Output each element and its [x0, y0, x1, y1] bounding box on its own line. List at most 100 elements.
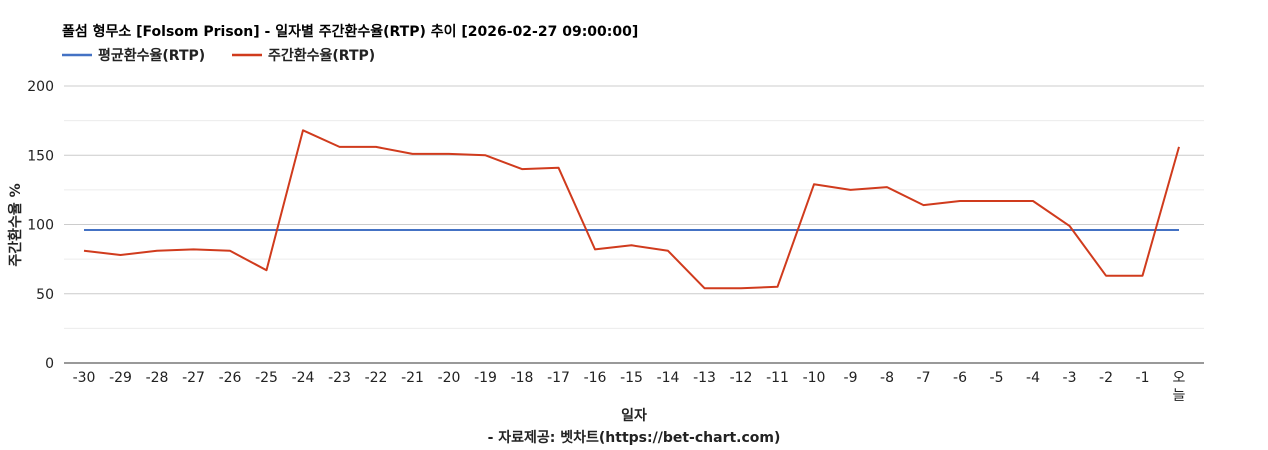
- data-point: [301, 128, 305, 132]
- data-point: [155, 249, 159, 253]
- y-tick-label: 100: [27, 218, 54, 234]
- chart-title: 폴섬 형무소 [Folsom Prison] - 일자별 주간환수율(RTP) …: [62, 23, 638, 40]
- x-tick-label: -12: [730, 370, 753, 386]
- x-axis-title: 일자: [621, 408, 647, 424]
- data-point: [520, 167, 524, 171]
- data-point: [849, 228, 853, 232]
- y-tick-label: 50: [36, 287, 54, 303]
- data-point: [192, 228, 196, 232]
- data-point: [1141, 228, 1145, 232]
- legend-label-average-rtp: 평균환수율(RTP): [98, 47, 205, 64]
- x-tick-label: -17: [547, 370, 570, 386]
- data-point: [995, 228, 999, 232]
- data-point: [374, 145, 378, 149]
- series-layer: [82, 128, 1181, 290]
- x-tick-label: -15: [620, 370, 643, 386]
- x-tick-label: -23: [328, 370, 351, 386]
- data-point: [1104, 228, 1108, 232]
- data-point: [593, 247, 597, 251]
- x-tick-label: -7: [917, 370, 931, 386]
- x-tick-label: -14: [657, 370, 680, 386]
- data-point: [922, 228, 926, 232]
- data-point: [338, 228, 342, 232]
- data-point: [119, 253, 123, 257]
- data-point: [812, 182, 816, 186]
- y-tick-label: 150: [27, 148, 54, 164]
- x-tick-label: -3: [1063, 370, 1077, 386]
- data-point: [374, 228, 378, 232]
- x-tick-label: -26: [219, 370, 242, 386]
- data-point: [922, 203, 926, 207]
- data-point: [411, 152, 415, 156]
- data-point: [520, 228, 524, 232]
- data-point: [776, 285, 780, 289]
- x-tick-label: -21: [401, 370, 424, 386]
- x-tick-label: -25: [255, 370, 278, 386]
- y-tick-label: 200: [27, 79, 54, 95]
- data-point: [630, 243, 634, 247]
- data-point: [1104, 274, 1108, 278]
- data-point: [958, 199, 962, 203]
- x-tick-label: -2: [1099, 370, 1113, 386]
- data-point: [155, 228, 159, 232]
- x-tick-label: -29: [109, 370, 132, 386]
- data-point: [593, 228, 597, 232]
- data-point: [228, 228, 232, 232]
- x-tick-label: -13: [693, 370, 716, 386]
- data-point: [557, 166, 561, 170]
- data-point: [82, 249, 86, 253]
- data-point: [1177, 228, 1181, 232]
- data-point: [739, 228, 743, 232]
- data-source-note: - 자료제공: 벳차트(https://bet-chart.com): [488, 429, 781, 446]
- data-point: [666, 249, 670, 253]
- y-tick-label: 0: [45, 356, 54, 372]
- x-tick-label: -18: [511, 370, 534, 386]
- x-tick-label: -10: [803, 370, 826, 386]
- x-tick-label: -20: [438, 370, 461, 386]
- data-point: [1141, 274, 1145, 278]
- x-tick-label: -28: [146, 370, 169, 386]
- data-point: [812, 228, 816, 232]
- data-point: [411, 228, 415, 232]
- data-point: [630, 228, 634, 232]
- data-point: [301, 228, 305, 232]
- data-point: [739, 286, 743, 290]
- x-tick-label: -30: [73, 370, 96, 386]
- x-tick-label: -1: [1136, 370, 1150, 386]
- data-point: [958, 228, 962, 232]
- x-tick-label: -4: [1026, 370, 1040, 386]
- data-point: [557, 228, 561, 232]
- series-line-weekly-rtp: [83, 129, 1180, 290]
- data-point: [192, 247, 196, 251]
- data-point: [1031, 199, 1035, 203]
- data-point: [265, 228, 269, 232]
- data-point: [484, 228, 488, 232]
- x-tick-label: -22: [365, 370, 388, 386]
- y-axis-ticks: 0 50 100 150 200: [27, 79, 54, 372]
- data-point: [447, 228, 451, 232]
- data-point: [885, 185, 889, 189]
- data-point: [119, 228, 123, 232]
- data-point: [776, 228, 780, 232]
- x-tick-label: -24: [292, 370, 315, 386]
- data-point: [1177, 145, 1181, 149]
- x-axis-ticks: -30 -29 -28 -27 -26 -25 -24 -23 -22 -21 -20 -19 -18-…: [73, 370, 1186, 404]
- grid: [64, 85, 1204, 364]
- data-point: [484, 153, 488, 157]
- data-point: [703, 228, 707, 232]
- x-tick-label: -27: [182, 370, 205, 386]
- data-point: [849, 188, 853, 192]
- data-point: [703, 286, 707, 290]
- x-tick-label: -5: [990, 370, 1004, 386]
- data-point: [82, 228, 86, 232]
- data-point: [995, 199, 999, 203]
- data-point: [666, 228, 670, 232]
- x-tick-label: -11: [766, 370, 789, 386]
- data-point: [265, 268, 269, 272]
- x-tick-label: -6: [953, 370, 967, 386]
- data-point: [1031, 228, 1035, 232]
- x-tick-label: -16: [584, 370, 607, 386]
